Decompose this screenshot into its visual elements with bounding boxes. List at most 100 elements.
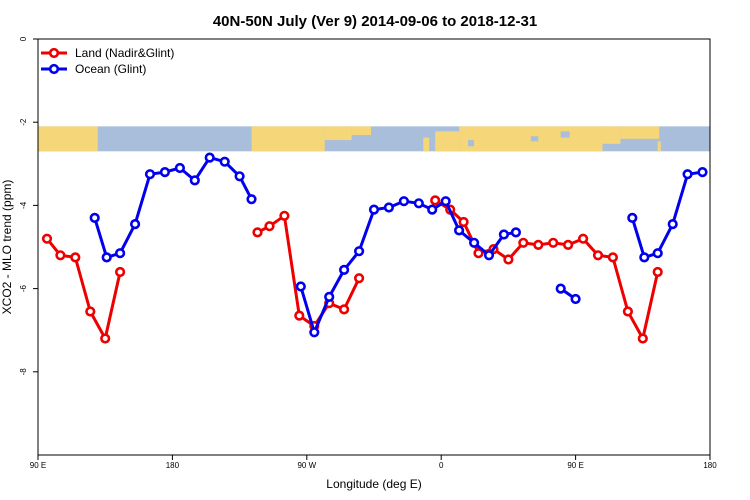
data-point xyxy=(682,169,693,180)
series-layer xyxy=(41,152,708,344)
data-point xyxy=(473,248,484,259)
x-tick-label: 0 xyxy=(439,461,444,470)
legend-label: Ocean (Glint) xyxy=(75,62,146,76)
data-point xyxy=(577,233,589,244)
map-lake xyxy=(530,136,539,142)
data-point xyxy=(264,221,275,232)
map-land xyxy=(79,133,86,142)
data-point xyxy=(41,233,53,244)
x-tick-label: 180 xyxy=(166,461,180,470)
data-point xyxy=(279,210,290,221)
data-point xyxy=(354,273,365,284)
data-point xyxy=(548,237,559,248)
data-point xyxy=(114,248,126,259)
data-point xyxy=(324,291,335,303)
data-point xyxy=(607,252,619,263)
series-line xyxy=(434,199,660,340)
series-line xyxy=(299,199,517,334)
map-land xyxy=(435,131,460,152)
map-land xyxy=(251,126,325,152)
data-point xyxy=(70,252,81,263)
y-tick-label: 0 xyxy=(19,36,28,41)
map-land xyxy=(324,126,352,141)
data-point xyxy=(246,194,257,205)
map-land xyxy=(657,141,661,152)
data-point xyxy=(89,212,100,223)
data-point xyxy=(639,252,650,263)
data-point xyxy=(637,333,648,344)
data-point xyxy=(174,162,185,174)
map-land xyxy=(38,126,98,152)
data-point xyxy=(430,195,441,206)
x-axis: 90 E 180 90 W 0 90 E 180 xyxy=(30,455,717,470)
plot-frame xyxy=(37,38,711,456)
legend-label: Land (Nadir&Glint) xyxy=(75,46,174,60)
chart-title: 40N-50N July (Ver 9) 2014-09-06 to 2018-… xyxy=(213,13,537,30)
x-tick-label: 180 xyxy=(703,461,717,470)
y-axis-label: XCO2 - MLO trend (ppm) xyxy=(0,180,14,315)
data-point xyxy=(383,202,395,213)
data-point xyxy=(440,196,451,207)
data-point xyxy=(413,198,424,209)
data-point xyxy=(518,237,529,248)
series-line xyxy=(93,156,253,259)
y-tick-label: -2 xyxy=(19,118,28,126)
data-point xyxy=(130,219,141,230)
data-point xyxy=(622,306,634,317)
legend-marker xyxy=(48,47,60,59)
data-point xyxy=(667,219,678,230)
map-land xyxy=(351,126,372,136)
data-point xyxy=(309,327,320,338)
data-point xyxy=(469,237,480,248)
x-axis-label: Longitude (deg E) xyxy=(326,477,421,491)
data-point xyxy=(204,152,215,163)
data-point xyxy=(159,167,170,178)
data-point xyxy=(55,250,66,261)
map-land xyxy=(602,126,621,144)
series-line xyxy=(630,170,703,259)
y-tick-label: -4 xyxy=(19,201,28,209)
x-tick-label: 90 E xyxy=(567,461,583,470)
data-point xyxy=(570,293,581,305)
data-point xyxy=(339,304,350,315)
world-map-strip xyxy=(38,126,710,152)
data-point xyxy=(555,283,566,294)
data-point xyxy=(219,156,230,167)
y-tick-label: -8 xyxy=(19,368,28,376)
x-tick-label: 90 E xyxy=(30,461,46,470)
map-lake xyxy=(468,140,475,147)
data-point xyxy=(144,169,156,180)
data-point xyxy=(427,204,438,215)
data-point xyxy=(234,171,245,182)
y-tick-label: -6 xyxy=(19,284,28,292)
data-point xyxy=(368,204,380,215)
data-point xyxy=(652,248,663,259)
data-point xyxy=(294,310,305,321)
map-land xyxy=(620,126,660,139)
data-point xyxy=(454,225,465,236)
data-point xyxy=(503,254,514,265)
map-lake xyxy=(560,131,570,138)
x-tick-label: 90 W xyxy=(297,461,316,470)
y-axis: 0 -2 -4 -6 -8 xyxy=(19,36,38,375)
data-point xyxy=(252,227,263,238)
data-point xyxy=(101,252,112,263)
data-point xyxy=(458,216,469,228)
data-point xyxy=(627,212,638,223)
data-point xyxy=(295,281,306,292)
data-point xyxy=(398,196,410,207)
legend-marker xyxy=(48,63,60,75)
legend: Land (Nadir&Glint) Ocean (Glint) xyxy=(41,46,174,76)
data-point xyxy=(533,239,544,250)
series-0 xyxy=(41,195,663,344)
data-point xyxy=(562,239,574,250)
data-point xyxy=(498,229,510,240)
map-land xyxy=(423,137,430,152)
data-point xyxy=(339,264,350,276)
data-point xyxy=(697,167,708,178)
data-point xyxy=(114,266,126,278)
data-point xyxy=(189,175,200,186)
data-point xyxy=(100,333,111,344)
data-point xyxy=(592,250,604,261)
